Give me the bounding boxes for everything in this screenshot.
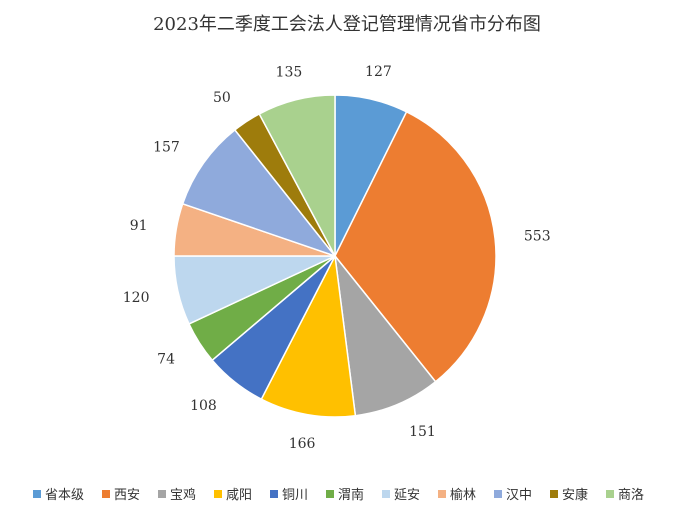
legend-swatch: [438, 490, 446, 498]
data-labels: 127 553 151 166 108 74 120 91 157 50 135: [123, 64, 551, 452]
legend-swatch: [33, 490, 41, 498]
legend-item: 安康: [550, 487, 588, 503]
data-label: 157: [153, 139, 180, 155]
legend-item: 渭南: [326, 487, 364, 503]
pie-slice: [260, 253, 357, 418]
pie-slice: [333, 253, 437, 417]
data-label: 74: [157, 352, 175, 368]
data-label: 135: [276, 65, 303, 81]
legend-swatch: [214, 490, 222, 498]
data-label: 108: [190, 398, 217, 414]
legend-item: 延安: [382, 488, 420, 503]
pie-slices: [173, 94, 497, 418]
data-label: 166: [289, 436, 316, 452]
legend-label: 安康: [562, 487, 588, 503]
pie-slice: [258, 94, 336, 257]
pie-slice: [181, 128, 338, 258]
legend-swatch: [102, 490, 110, 498]
legend-label: 省本级: [45, 488, 84, 503]
data-label: 553: [524, 229, 551, 245]
legend-item: 榆林: [438, 488, 476, 503]
data-label: 50: [213, 90, 231, 106]
legend-label: 渭南: [338, 487, 364, 503]
legend-label: 宝鸡: [170, 487, 196, 503]
pie-slice: [334, 110, 497, 383]
legend-label: 榆林: [450, 488, 476, 503]
legend-swatch: [606, 490, 614, 498]
legend-label: 延安: [394, 488, 420, 503]
chart-title: 2023年二季度工会法人登记管理情况省市分布图: [153, 14, 541, 35]
legend-swatch: [158, 490, 166, 498]
legend-label: 铜川: [282, 488, 308, 503]
legend-item: 宝鸡: [158, 487, 196, 503]
legend-swatch: [494, 490, 502, 498]
legend-item: 铜川: [270, 488, 308, 503]
legend-swatch: [382, 490, 390, 498]
legend-item: 咸阳: [214, 488, 252, 503]
data-label: 120: [123, 290, 150, 306]
legend: 省本级 西安 宝鸡 咸阳 铜川 渭南 延安 榆林 汉中 安康 商洛: [33, 487, 644, 503]
legend-item: 西安: [102, 488, 140, 503]
legend-label: 商洛: [618, 488, 644, 503]
legend-label: 汉中: [506, 488, 532, 503]
legend-swatch: [550, 490, 558, 498]
legend-swatch: [326, 490, 334, 498]
legend-label: 西安: [114, 488, 140, 503]
legend-swatch: [270, 490, 278, 498]
legend-item: 省本级: [33, 488, 84, 503]
data-label: 91: [130, 218, 148, 234]
data-label: 151: [409, 424, 436, 440]
legend-label: 咸阳: [226, 488, 252, 503]
data-label: 127: [365, 64, 392, 80]
legend-item: 商洛: [606, 488, 644, 503]
legend-item: 汉中: [494, 488, 532, 503]
